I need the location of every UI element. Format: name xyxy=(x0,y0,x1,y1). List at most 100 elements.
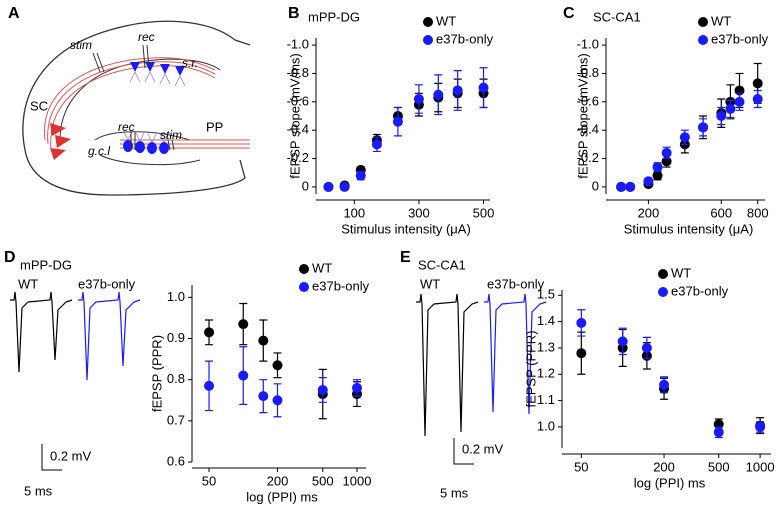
data-point xyxy=(616,181,627,192)
scale-label: 0.2 mV xyxy=(462,441,504,456)
data-point xyxy=(617,336,628,347)
y-axis-label: fEPSP (PPR) xyxy=(149,335,164,412)
data-point xyxy=(734,96,745,107)
data-point xyxy=(371,139,382,150)
x-tick-label: 200 xyxy=(638,205,660,220)
trace xyxy=(484,293,547,415)
y-tick-label: -1.0 xyxy=(577,37,599,52)
data-point xyxy=(716,111,727,121)
x-tick-label: 500 xyxy=(708,459,730,474)
data-point xyxy=(238,319,249,330)
y-tick-label: -0.2 xyxy=(287,150,309,165)
ca1-cells xyxy=(123,62,185,154)
trace-label: WT xyxy=(18,276,38,291)
data-point xyxy=(272,360,283,371)
scale-bar xyxy=(453,438,474,465)
data-point xyxy=(752,78,763,89)
chart-title: mPP-DG xyxy=(308,9,360,24)
legend-label: WT xyxy=(436,13,456,28)
inner-outline xyxy=(59,58,221,141)
data-point xyxy=(238,370,249,381)
diagram-label: stim xyxy=(160,128,182,142)
outline xyxy=(22,20,251,196)
y-tick-label: 0.7 xyxy=(167,412,185,427)
diagram-label: SC xyxy=(30,98,48,113)
hippocampus-diagram xyxy=(22,20,251,196)
y-tick-label: 1.0 xyxy=(167,289,185,304)
data-point xyxy=(204,327,215,338)
data-point xyxy=(652,162,663,173)
chart-title: SC-CA1 xyxy=(593,9,641,24)
data-point xyxy=(413,93,424,104)
legend-label: e37b-only xyxy=(711,31,769,46)
data-point xyxy=(258,335,269,346)
trace-label: e37b-only xyxy=(78,276,136,291)
electrodes xyxy=(92,44,175,151)
data-point xyxy=(652,170,663,181)
x-tick-label: 500 xyxy=(312,473,334,488)
diagram-label: s.r. xyxy=(182,56,198,70)
x-axis-label: log (PPI) ms xyxy=(634,475,706,490)
y-tick-label: 1.4 xyxy=(537,313,555,328)
diagram-label: stim xyxy=(70,38,92,52)
data-point xyxy=(323,181,334,192)
legend-label: WT xyxy=(671,265,691,280)
legend-marker xyxy=(299,264,309,274)
data-point xyxy=(641,342,652,353)
y-tick-label: -0.4 xyxy=(577,122,599,137)
y-tick-label: 1.0 xyxy=(537,418,555,433)
data-point xyxy=(478,82,489,93)
legend-label: WT xyxy=(312,260,332,275)
y-axis-label: fEPSP slope (mV/ms) xyxy=(287,53,302,178)
data-point xyxy=(755,421,766,432)
diagram-label: rec xyxy=(138,30,155,44)
y-tick-label: 1.3 xyxy=(537,339,555,354)
data-point xyxy=(625,181,636,192)
x-tick-label: 800 xyxy=(747,205,769,220)
data-point xyxy=(725,103,736,114)
y-tick-label: -0.4 xyxy=(287,122,309,137)
x-tick-label: 500 xyxy=(473,205,495,220)
trace xyxy=(78,291,141,381)
trace xyxy=(416,293,479,437)
data-point xyxy=(392,116,403,127)
panel-letter: A xyxy=(8,5,20,22)
x-tick-label: 1000 xyxy=(746,459,775,474)
fibers xyxy=(43,57,250,149)
scale-label: 5 ms xyxy=(440,485,469,500)
trace-label: WT xyxy=(420,276,440,291)
data-point xyxy=(576,317,587,328)
x-tick-label: 600 xyxy=(710,205,732,220)
y-tick-label: -0.8 xyxy=(287,65,309,80)
x-axis-label: Stimulus intensity (μA) xyxy=(624,221,754,236)
x-tick-label: 100 xyxy=(343,205,365,220)
x-tick-label: 300 xyxy=(408,205,430,220)
x-tick-label: 200 xyxy=(653,459,675,474)
labels: A B C D E stim rec s.r. SC rec stim g.c.… xyxy=(4,5,575,500)
dentate xyxy=(94,131,201,166)
diagram-label: g.c.l xyxy=(88,144,110,158)
scale-label: 0.2 mV xyxy=(50,448,92,463)
trace xyxy=(10,291,73,373)
data-point xyxy=(713,427,724,438)
data-point xyxy=(452,85,463,96)
legend-marker xyxy=(423,17,433,27)
diagram-label: PP xyxy=(206,119,223,134)
x-tick-label: 1000 xyxy=(343,473,372,488)
y-axis-label: fEPSP slope (mV/ms) xyxy=(575,53,590,178)
y-tick-label: -0.6 xyxy=(577,93,599,108)
diagram-label: rec xyxy=(118,120,135,134)
x-tick-label: 200 xyxy=(267,473,289,488)
y-tick-label: 0.8 xyxy=(167,371,185,386)
data-point xyxy=(339,181,350,192)
y-tick-label: 0 xyxy=(592,178,599,193)
legend-marker xyxy=(423,35,433,45)
y-tick-label: 0 xyxy=(302,178,309,193)
chart-title: mPP-DG xyxy=(20,257,72,272)
panel-letter: C xyxy=(563,5,575,22)
data-point xyxy=(679,132,690,143)
y-axis-label: fEPSP (PPR) xyxy=(523,330,538,407)
scale-bar xyxy=(41,444,62,471)
panel-letter: B xyxy=(288,5,300,22)
